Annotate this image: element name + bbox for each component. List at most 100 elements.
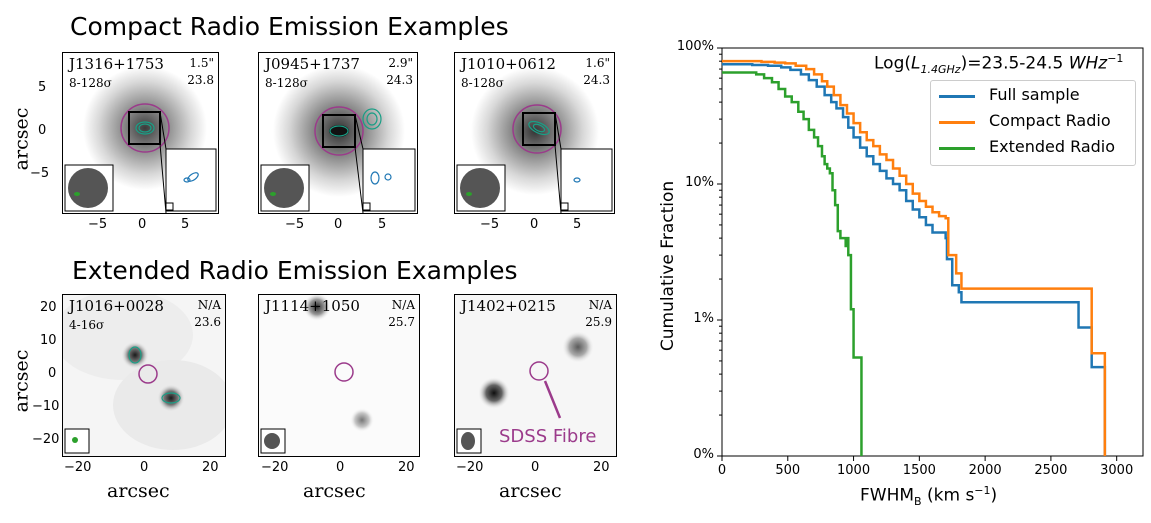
extended-section-title: Extended Radio Emission Examples — [72, 256, 518, 285]
extended-y-tick: −10 — [32, 399, 60, 414]
ext-panel-1-size: N/A — [197, 298, 221, 312]
sdss-fibre-circle — [138, 364, 158, 384]
extended-panel-1-image — [63, 295, 225, 456]
series-line-compact-radio — [722, 59, 1107, 456]
beam-dot — [466, 192, 472, 196]
legend-line-compact — [939, 121, 975, 124]
x-tick-label: 2000 — [968, 463, 1002, 478]
scale-marker — [165, 202, 174, 211]
chart-x-axis-label: FWHMB (km s−1) — [860, 484, 997, 508]
sdss-fibre-circle — [529, 361, 549, 381]
extended-x-tick: 0 — [140, 460, 149, 475]
x-tick-label: 3000 — [1100, 463, 1134, 478]
radio-contour — [329, 125, 349, 137]
compact-x-tick: −5 — [285, 217, 305, 232]
beam-shape — [264, 433, 280, 449]
compact-x-tick: −5 — [88, 217, 108, 232]
panel-3-source-name: J1010+0612 — [461, 55, 556, 73]
panel-1-lum: 23.8 — [187, 73, 214, 87]
image-background — [259, 295, 419, 456]
zoom-contour — [187, 172, 199, 182]
extended-panel-2: J1114+1050 N/A 25.7 — [258, 294, 420, 457]
ext-panel-1-lum: 23.6 — [194, 315, 221, 329]
radio-contour — [128, 346, 142, 364]
zoom-inset — [560, 148, 613, 212]
chart-xlabel-sub: B — [914, 495, 922, 509]
diffuse-emission — [63, 295, 193, 380]
panel-2-source-name: J0945+1737 — [265, 55, 360, 73]
extended-panel-3: J1402+0215 N/A 25.9 SDSS Fibre — [454, 294, 617, 457]
extended-y-tick: 20 — [40, 300, 57, 315]
beam-dot — [72, 437, 78, 443]
compact-x-tick: 0 — [334, 217, 343, 232]
zoom-line — [159, 143, 167, 213]
beam-inset — [64, 428, 90, 454]
scale-marker — [560, 202, 569, 211]
radio-lobe — [121, 341, 149, 369]
chart-title-sup: −1 — [1107, 52, 1124, 65]
extended-x-tick: 0 — [336, 460, 345, 475]
radio-contour — [138, 123, 152, 133]
legend-label-extended: Extended Radio — [989, 137, 1116, 156]
ext-panel-3-source-name: J1402+0215 — [461, 297, 556, 315]
panel-1-size: 1.5" — [189, 56, 214, 70]
beam-shape — [264, 168, 304, 208]
x-tick-label: 0 — [717, 463, 727, 478]
panel-2-lum: 24.3 — [386, 73, 413, 87]
beam-shape — [68, 168, 108, 208]
compact-x-tick: 5 — [573, 217, 582, 232]
radio-contour — [135, 121, 155, 135]
legend-label-full: Full sample — [989, 85, 1080, 104]
zoom-box — [128, 111, 161, 145]
legend-line-extended — [939, 147, 975, 150]
y-tick-label: 1% — [693, 311, 714, 326]
sdss-fibre-circle — [314, 106, 364, 156]
y-tick-label: 100% — [676, 39, 714, 54]
extended-panel-2-image — [259, 295, 419, 456]
panel-3-size: 1.6" — [585, 56, 610, 70]
panel-1-source-name: J1316+1753 — [69, 55, 164, 73]
extended-x-axis-label: arcsec — [303, 480, 366, 502]
radio-lobe — [157, 384, 185, 412]
ext-panel-2-size: N/A — [391, 298, 415, 312]
panel-1-sigma: 8-128σ — [69, 76, 112, 90]
extended-x-tick: 0 — [531, 460, 540, 475]
extended-y-tick: −20 — [32, 432, 60, 447]
chart-xlabel-main: FWHM — [860, 485, 915, 506]
zoom-line — [554, 144, 562, 213]
radio-lobe — [350, 408, 374, 432]
chart-title-mid: )=23.5-24.5 — [960, 53, 1069, 74]
compact-y-tick: 5 — [38, 80, 47, 95]
compact-x-tick: 5 — [181, 217, 190, 232]
extended-x-tick: −20 — [64, 460, 92, 475]
ext-panel-2-lum: 25.7 — [388, 315, 415, 329]
chart-title-unit: WHz — [1068, 53, 1108, 74]
sdss-fibre-label: SDSS Fibre — [499, 426, 597, 447]
x-tick-label: 2500 — [1034, 463, 1068, 478]
compact-x-tick: 0 — [530, 217, 539, 232]
zoom-contour — [573, 177, 581, 183]
chart-xlabel-unit: (km s — [921, 485, 975, 506]
beam-dot — [74, 192, 80, 196]
extended-panel-3-image — [455, 295, 616, 456]
ext-panel-3-lum: 25.9 — [585, 315, 612, 329]
beam-dot — [270, 192, 276, 196]
radio-lobe — [478, 377, 510, 409]
compact-y-tick: −5 — [30, 166, 50, 181]
radio-lobe-contour — [362, 108, 382, 130]
radio-lobe-contour — [366, 112, 378, 126]
chart-title: Log(L1.4GHz)=23.5-24.5 WHz−1 — [874, 52, 1123, 76]
ext-panel-1-sigma: 4-16σ — [69, 318, 105, 332]
legend-label-compact: Compact Radio — [989, 111, 1111, 130]
radio-contour — [161, 392, 181, 404]
compact-panel-3: J1010+0612 8-128σ 1.6" 24.3 — [454, 52, 615, 214]
zoom-line — [159, 111, 167, 150]
chart-legend: Full sample Compact Radio Extended Radio — [930, 80, 1136, 166]
zoom-box — [522, 112, 556, 146]
compact-x-tick: 5 — [378, 217, 387, 232]
extended-x-tick: 20 — [202, 460, 219, 475]
zoom-contour — [183, 177, 191, 183]
zoom-line — [354, 114, 364, 150]
y-tick-label: 10% — [685, 175, 714, 190]
